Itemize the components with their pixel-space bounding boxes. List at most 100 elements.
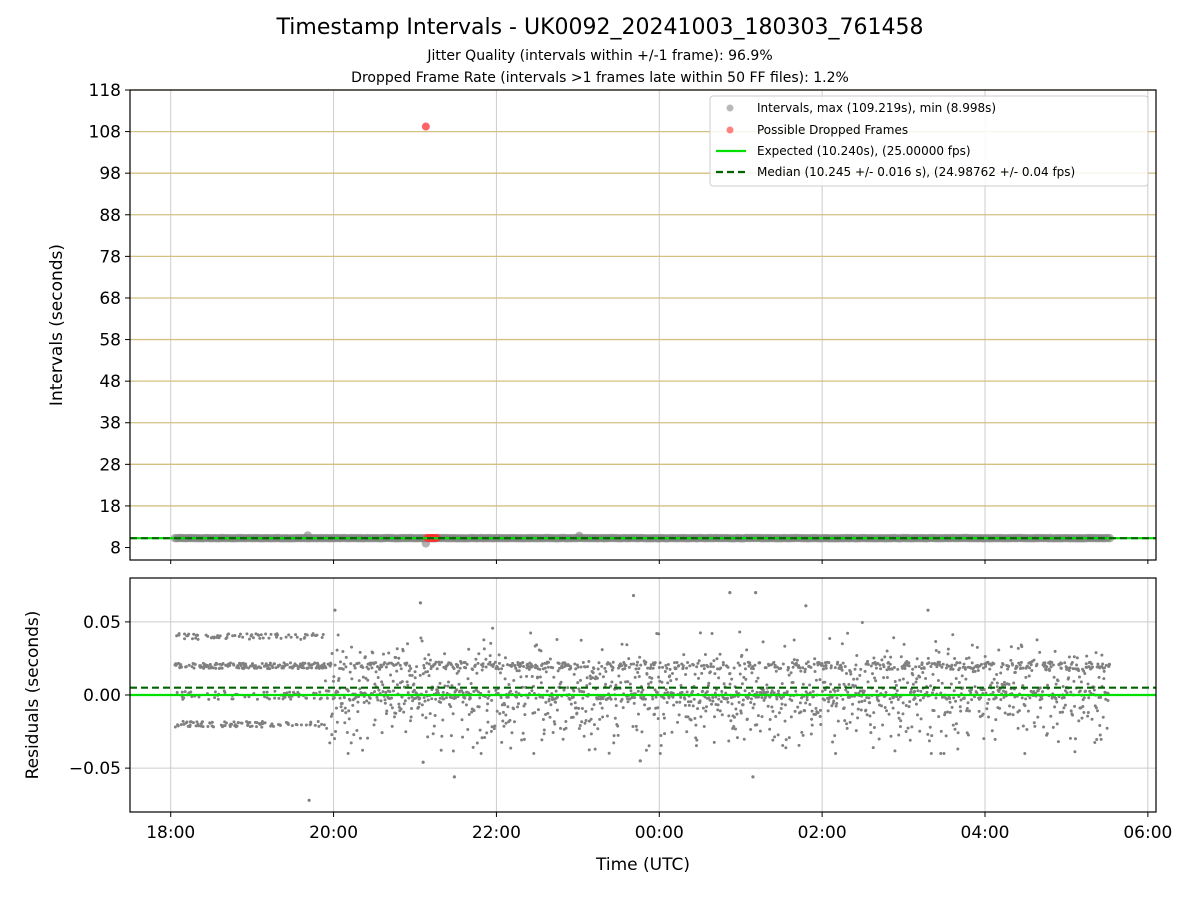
residual-point (273, 662, 277, 666)
residual-point (480, 736, 484, 740)
residual-point (506, 705, 510, 709)
residual-point (627, 665, 631, 669)
residual-point (196, 637, 200, 641)
residual-point (831, 701, 835, 705)
residual-point (231, 634, 235, 638)
residual-point (1018, 663, 1022, 667)
residual-point (1077, 719, 1081, 723)
residual-point (1082, 711, 1086, 715)
x-tick-label: 22:00 (472, 823, 521, 843)
intervals-y-tick-label: 88 (99, 206, 121, 226)
residual-point (1024, 697, 1028, 701)
residual-point (451, 749, 455, 753)
residual-point (929, 665, 933, 669)
residual-point (889, 734, 893, 738)
residual-point (294, 633, 298, 637)
residual-point (657, 666, 661, 670)
residual-point (735, 736, 739, 740)
residual-point (830, 704, 834, 708)
residual-point (539, 681, 543, 685)
residual-point (375, 695, 379, 699)
residual-point (529, 631, 533, 635)
residual-point (240, 721, 244, 725)
residual-point (544, 700, 548, 704)
residual-point (999, 698, 1003, 702)
residual-point (718, 652, 722, 656)
residual-point (533, 711, 537, 715)
residual-point (588, 674, 592, 678)
residual-point (1053, 705, 1057, 709)
residual-point (527, 667, 531, 671)
residual-point (380, 731, 384, 735)
residual-point (704, 705, 708, 709)
residual-point (322, 662, 326, 666)
residual-point (873, 676, 877, 680)
residual-point (595, 676, 599, 680)
residual-point (427, 662, 431, 666)
residual-point (865, 696, 869, 700)
residual-point (732, 715, 736, 719)
residual-point (697, 676, 701, 680)
residual-point (451, 712, 455, 716)
residual-point (890, 700, 894, 704)
residual-extreme-point (452, 775, 456, 779)
residual-point (329, 714, 333, 718)
residual-point (643, 697, 647, 701)
residual-point (498, 712, 502, 716)
residual-point (785, 690, 789, 694)
residual-point (461, 735, 465, 739)
residual-point (716, 708, 720, 712)
residual-point (442, 697, 446, 701)
residual-point (579, 638, 583, 642)
residual-point (824, 664, 828, 668)
residual-point (1040, 697, 1044, 701)
residual-point (745, 648, 749, 652)
residual-point (335, 648, 339, 652)
residual-point (966, 701, 970, 705)
residual-point (406, 691, 410, 695)
residual-point (647, 682, 651, 686)
residual-point (262, 690, 266, 694)
residual-point (843, 665, 847, 669)
residual-point (493, 660, 497, 664)
residual-point (783, 719, 787, 723)
residual-point (1046, 683, 1050, 687)
residual-point (315, 633, 319, 637)
residual-point (187, 632, 191, 636)
residual-point (568, 697, 572, 701)
residual-point (555, 638, 559, 642)
residual-point (822, 698, 826, 702)
residual-point (694, 744, 698, 748)
residual-point (835, 696, 839, 700)
legend-intervals-label: Intervals, max (109.219s), min (8.998s) (757, 101, 996, 115)
residual-point (338, 696, 342, 700)
intervals-y-tick-label: 98 (99, 164, 121, 184)
residual-point (863, 669, 867, 673)
residual-point (504, 713, 508, 717)
residual-point (434, 697, 438, 701)
residual-point (741, 698, 745, 702)
residual-point (259, 633, 263, 637)
residual-point (176, 724, 180, 728)
residual-point (726, 696, 730, 700)
residual-point (716, 703, 720, 707)
residual-point (481, 662, 485, 666)
residual-point (1012, 681, 1016, 685)
residual-point (471, 668, 475, 672)
residual-point (771, 709, 775, 713)
residual-point (791, 680, 795, 684)
residual-point (625, 697, 629, 701)
residual-point (992, 677, 996, 681)
residual-point (897, 716, 901, 720)
residual-point (267, 697, 271, 701)
residual-point (1058, 710, 1062, 714)
residual-point (781, 662, 785, 666)
residual-point (664, 687, 668, 691)
residual-point (580, 706, 584, 710)
residual-point (898, 725, 902, 729)
residual-point (535, 643, 539, 647)
residual-point (1063, 703, 1067, 707)
residuals-x-ticks: 18:00 20:00 22:00 00:00 02:00 04:00 06:00 (146, 812, 1172, 843)
residual-point (799, 710, 803, 714)
residual-point (1011, 713, 1015, 717)
